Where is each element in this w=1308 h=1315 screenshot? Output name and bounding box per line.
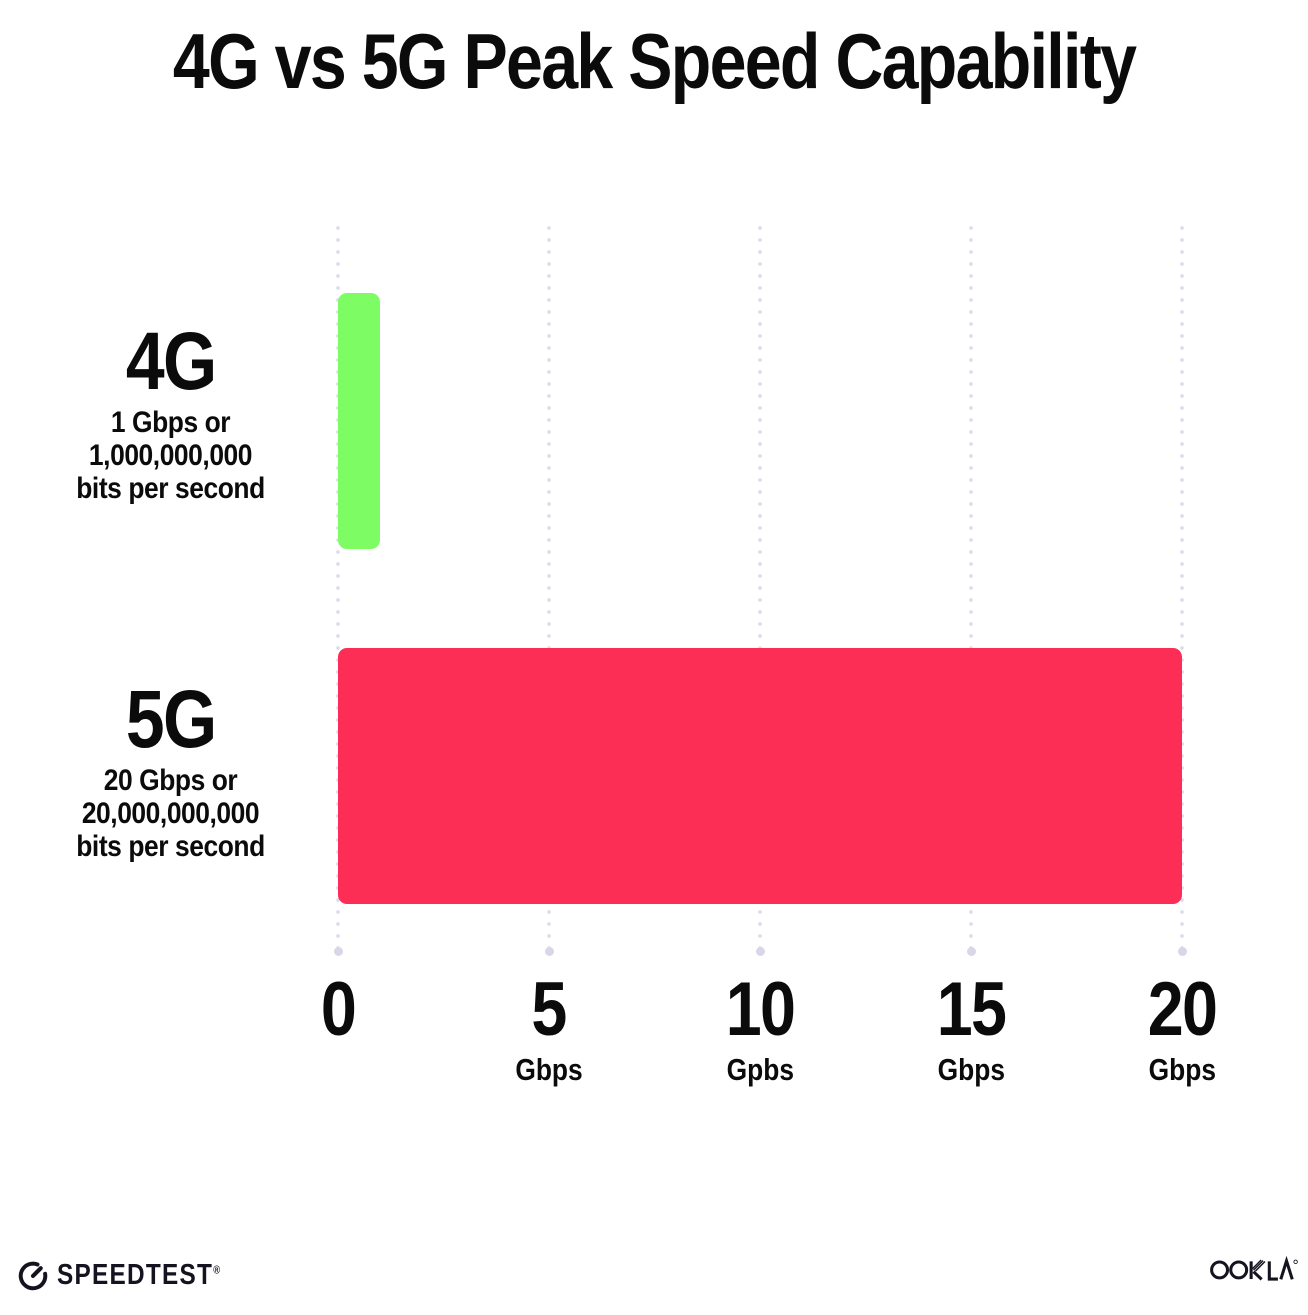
- x-tick-value: 15: [936, 967, 1007, 1052]
- x-tick-15: 15 Gbps: [931, 967, 1012, 1087]
- gridline-10: [755, 222, 765, 956]
- gridline-20: [1177, 222, 1187, 956]
- bar-4g: [338, 293, 381, 549]
- speedtest-wordmark: SPEEDTEST®: [57, 1258, 220, 1291]
- gridline-15: [966, 222, 976, 956]
- category-label-4g: 4G 1 Gbps or 1,000,000,000 bits per second: [28, 316, 313, 506]
- x-tick-10: 10 Gpbs: [720, 967, 801, 1087]
- x-tick-unit: Gbps: [937, 1052, 1005, 1087]
- x-tick-value: 20: [1147, 967, 1218, 1052]
- chart-title: 4G vs 5G Peak Speed Capability: [0, 16, 1308, 107]
- ookla-wordmark-icon: [1210, 1255, 1298, 1281]
- category-sublabel: 20 Gbps or 20,000,000,000 bits per second: [45, 764, 296, 863]
- x-tick-20: 20 Gbps: [1142, 967, 1223, 1087]
- chart-title-text: 4G vs 5G Peak Speed Capability: [172, 17, 1137, 105]
- ookla-logo: [1210, 1255, 1298, 1287]
- plot-area: [333, 222, 1187, 956]
- speedtest-logo: SPEEDTEST®: [16, 1257, 251, 1293]
- category-label-5g: 5G 20 Gbps or 20,000,000,000 bits per secon…: [28, 674, 313, 864]
- bar-5g: [338, 648, 1182, 904]
- gridline-0: [333, 222, 343, 956]
- x-tick-unit: Gpbs: [726, 1052, 794, 1087]
- x-tick-value: 5: [531, 967, 568, 1052]
- category-sublabel-line: 20,000,000,000: [81, 797, 260, 830]
- registered-mark: ®: [213, 1263, 220, 1276]
- gridline-5: [544, 222, 554, 956]
- x-tick-value: 0: [320, 967, 357, 1052]
- category-sublabel-line: 20 Gbps or: [103, 764, 238, 797]
- category-sublabel-line: 1,000,000,000: [88, 439, 253, 472]
- x-tick-unit: Gbps: [515, 1052, 583, 1087]
- x-tick-5: 5 Gbps: [509, 967, 588, 1087]
- x-axis: 0 5 Gbps 10 Gpbs 15 Gbps 20 Gbps: [321, 967, 1218, 1115]
- category-name: 4G: [125, 316, 217, 407]
- category-sublabel: 1 Gbps or 1,000,000,000 bits per second: [45, 406, 296, 505]
- x-tick-0: 0: [318, 967, 358, 1052]
- speedtest-gauge-icon: [18, 1261, 48, 1291]
- x-tick-unit: Gbps: [1148, 1052, 1216, 1087]
- category-sublabel-line: 1 Gbps or: [110, 406, 231, 439]
- category-sublabel-line: bits per second: [76, 830, 265, 863]
- category-name: 5G: [125, 674, 217, 765]
- x-tick-value: 10: [725, 967, 796, 1052]
- category-sublabel-line: bits per second: [76, 472, 265, 505]
